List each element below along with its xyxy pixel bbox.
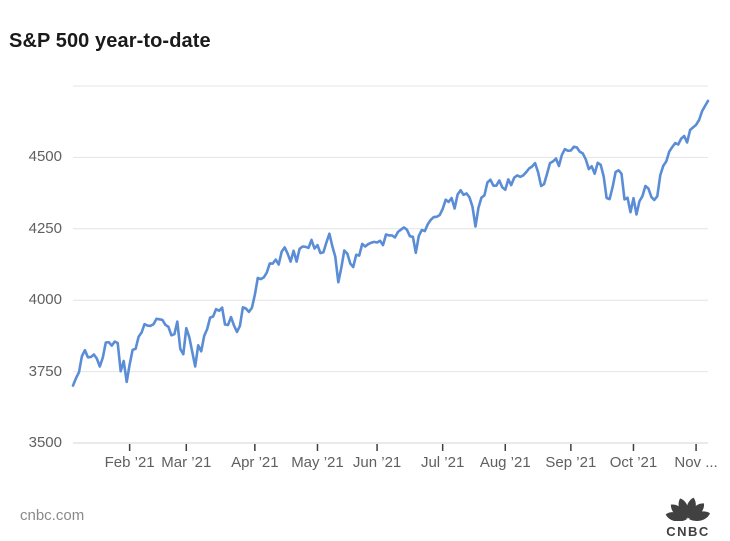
chart-title: S&P 500 year-to-date: [9, 30, 211, 52]
x-axis-tick-label: Aug ’21: [479, 454, 531, 471]
peacock-feather: [689, 511, 710, 521]
x-axis-tick-label: Oct ’21: [609, 454, 658, 471]
peacock-feather: [678, 498, 689, 519]
y-axis-tick-label: 3500: [28, 434, 62, 451]
y-axis-tick-label: 4250: [28, 219, 62, 237]
x-axis-tick-label: May ’21: [291, 454, 344, 471]
peacock-icon: [665, 497, 710, 522]
x-axis-tick-label: Sep ’21: [545, 454, 597, 471]
x-axis-tick-label: Nov ...: [674, 454, 718, 471]
source-text: cnbc.com: [20, 507, 85, 524]
x-axis-tick-label: Feb ’21: [104, 454, 155, 471]
peacock-feather: [686, 497, 696, 519]
x-axis-tick-label: Apr ’21: [231, 454, 279, 471]
y-axis-tick-label: 4000: [28, 291, 62, 309]
x-axis-tick-label: Jun ’21: [352, 454, 402, 471]
peacock-feather: [689, 503, 704, 519]
peacock-feather: [665, 512, 687, 522]
y-axis-tick-label: 4500: [28, 148, 62, 166]
x-axis-tick-label: Mar ’21: [161, 454, 212, 471]
peacock-feather: [670, 504, 687, 519]
price-line: [71, 99, 710, 387]
cnbc-logo-text: CNBC: [666, 524, 710, 539]
x-axis-tick-label: Jul ’21: [420, 454, 465, 471]
y-axis-tick-label: 3750: [28, 362, 62, 380]
cnbc-logo: CNBC: [660, 487, 716, 539]
